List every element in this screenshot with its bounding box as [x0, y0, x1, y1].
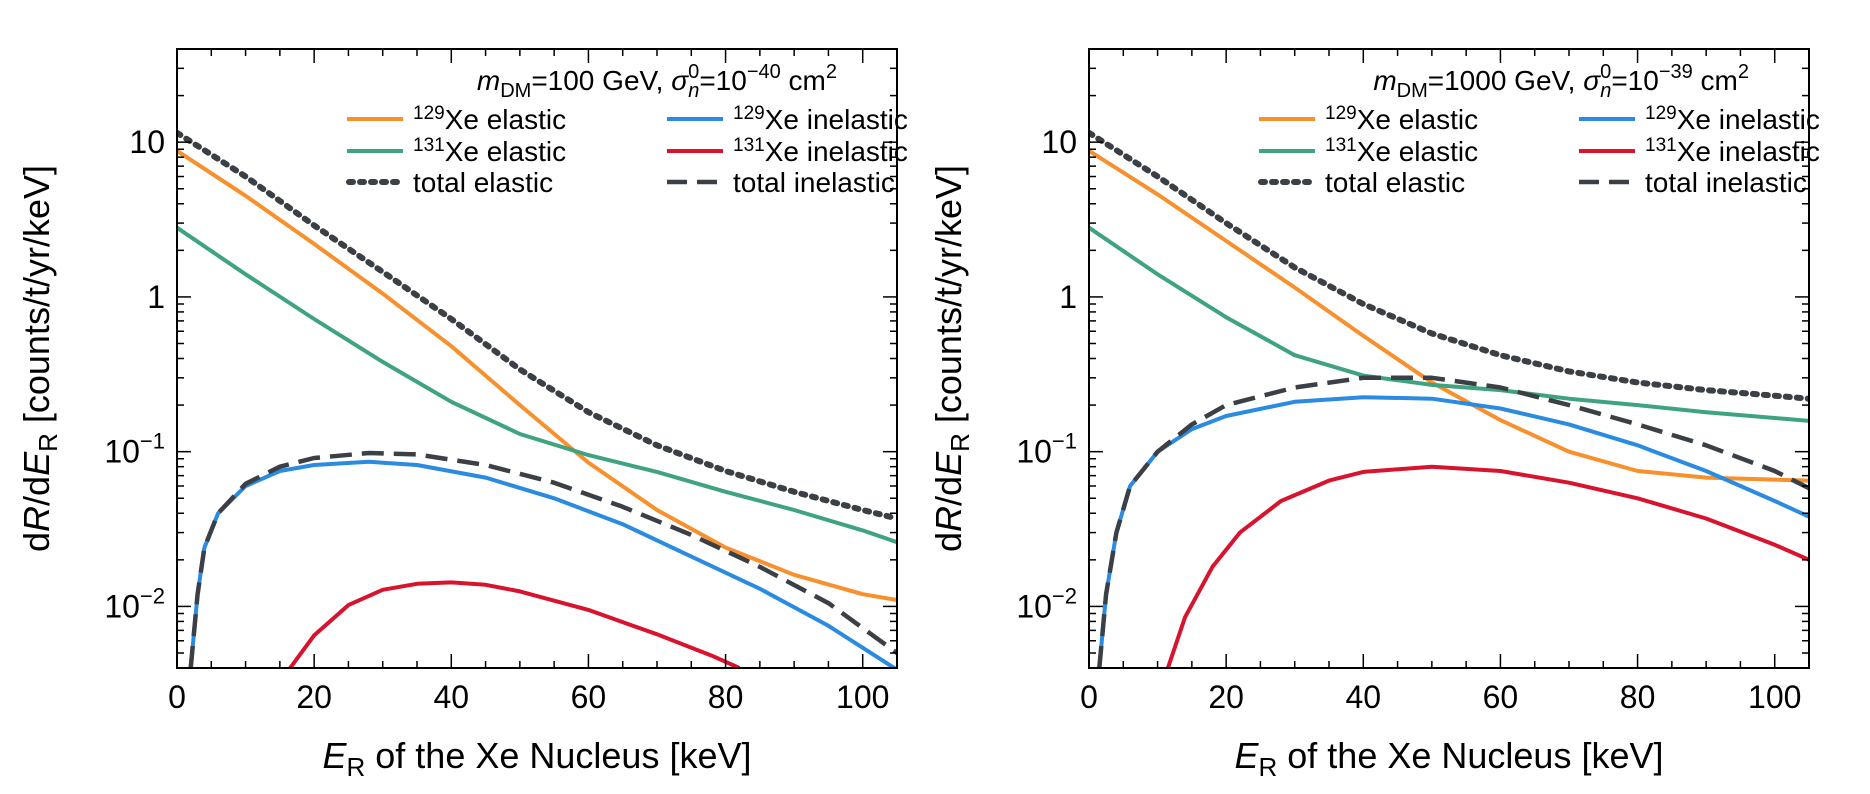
x-tick-label: 40 [433, 679, 469, 715]
y-tick-label: 10−2 [104, 583, 165, 624]
series-line-129xe-elastic [1089, 149, 1809, 483]
x-tick-label: 20 [296, 679, 332, 715]
series-line-total-elastic [177, 129, 897, 522]
x-axis-title: ER of the Xe Nucleus [keV] [1234, 735, 1663, 782]
series-line-129xe-elastic [177, 149, 897, 602]
series-group [177, 129, 897, 668]
x-tick-label: 60 [571, 679, 607, 715]
legend-label: total inelastic [733, 167, 895, 198]
legend-label: 129Xe elastic [1325, 103, 1478, 135]
x-tick-label: 60 [1483, 679, 1519, 715]
series-line-131xe-inelastic [1166, 464, 1809, 668]
x-tick-label: 20 [1208, 679, 1244, 715]
legend-title: mDM=1000 GeV, σ0 n=10−39 cm2 [1373, 61, 1749, 102]
legend-entry: 129Xe inelastic [1579, 103, 1820, 135]
legend-title: mDM=100 GeV, σ0 n=10−40 cm2 [477, 61, 837, 102]
x-tick-label: 0 [1080, 679, 1098, 715]
legend-label: total elastic [413, 167, 553, 198]
chart-panel-2: 0 20 40 60 80 100 10−2 10−1 1 10 ER of the Xe Nucl… [928, 48, 1820, 782]
legend-entry: 131Xe elastic [1259, 135, 1478, 167]
series-line-total-inelastic [188, 450, 897, 668]
legend-entry: total elastic [346, 167, 553, 198]
series-group [1089, 129, 1809, 668]
legend-entry: 131Xe elastic [347, 135, 566, 167]
x-tick-label: 80 [1620, 679, 1656, 715]
legend-entry: 129Xe inelastic [667, 103, 908, 135]
legend-entry: 131Xe inelastic [667, 135, 908, 167]
legend-entry: 129Xe elastic [347, 103, 566, 135]
x-tick-label: 40 [1345, 679, 1381, 715]
x-tick-label: 100 [1748, 679, 1801, 715]
chart-panel-1: 0 20 40 60 80 100 10−2 10−1 1 10 ER of the Xe Nucl… [16, 48, 908, 782]
legend-label: 131Xe inelastic [1645, 135, 1820, 167]
y-tick-label: 10−1 [1016, 429, 1077, 470]
series-line-total-elastic [1089, 129, 1809, 402]
legend-label: total inelastic [1645, 167, 1807, 198]
y-tick-label: 1 [147, 279, 165, 315]
legend-label: 129Xe inelastic [733, 103, 908, 135]
legend-entry: 131Xe inelastic [1579, 135, 1820, 167]
legend-label: 131Xe elastic [413, 135, 566, 167]
y-tick-label: 10−1 [104, 429, 165, 470]
legend-entry: 129Xe elastic [1259, 103, 1478, 135]
y-axis-title: dR/dER [counts/t/yr/keV] [16, 165, 63, 552]
x-tick-label: 100 [836, 679, 889, 715]
x-tick-label: 80 [708, 679, 744, 715]
legend-label: total elastic [1325, 167, 1465, 198]
legend-entry: total inelastic [1579, 167, 1807, 198]
legend-entry: total inelastic [667, 167, 895, 198]
series-line-131xe-inelastic [288, 580, 741, 668]
y-tick-label: 1 [1059, 279, 1077, 315]
y-tick-label: 10 [1041, 124, 1077, 160]
legend-label: 131Xe elastic [1325, 135, 1478, 167]
x-tick-label: 0 [168, 679, 186, 715]
legend-label: 129Xe elastic [413, 103, 566, 135]
series-line-131xe-elastic [1089, 226, 1809, 423]
series-line-total-inelastic [1097, 375, 1809, 668]
y-axis-title: dR/dER [counts/t/yr/keV] [928, 165, 975, 552]
legend-entry: total elastic [1258, 167, 1465, 198]
series-line-131xe-elastic [177, 226, 897, 545]
x-axis-title: ER of the Xe Nucleus [keV] [322, 735, 751, 782]
y-tick-label: 10 [129, 124, 165, 160]
series-line-129xe-inelastic [1097, 395, 1809, 668]
legend-label: 131Xe inelastic [733, 135, 908, 167]
y-tick-label: 10−2 [1016, 583, 1077, 624]
legend-label: 129Xe inelastic [1645, 103, 1820, 135]
